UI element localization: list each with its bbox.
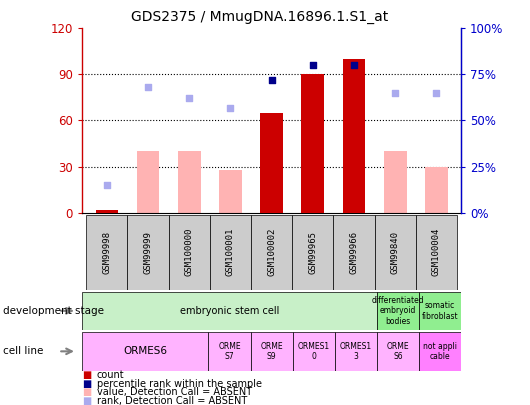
Text: count: count bbox=[97, 370, 125, 379]
FancyBboxPatch shape bbox=[208, 332, 251, 371]
FancyBboxPatch shape bbox=[251, 332, 293, 371]
Text: GSM99998: GSM99998 bbox=[102, 230, 111, 274]
Text: not appli
cable: not appli cable bbox=[423, 342, 457, 361]
Point bbox=[308, 62, 317, 68]
FancyBboxPatch shape bbox=[210, 215, 251, 290]
Text: GSM99999: GSM99999 bbox=[144, 230, 153, 274]
FancyBboxPatch shape bbox=[416, 215, 457, 290]
Text: ORMES1
0: ORMES1 0 bbox=[298, 342, 330, 361]
Text: somatic
fibroblast: somatic fibroblast bbox=[422, 301, 458, 320]
Text: ORMES1
3: ORMES1 3 bbox=[340, 342, 372, 361]
FancyBboxPatch shape bbox=[377, 292, 419, 330]
Text: ORMES6: ORMES6 bbox=[123, 346, 167, 356]
Bar bbox=[95, 209, 118, 213]
Text: ■: ■ bbox=[82, 370, 91, 379]
Bar bbox=[137, 151, 160, 213]
Text: ORME
S9: ORME S9 bbox=[260, 342, 283, 361]
FancyBboxPatch shape bbox=[333, 215, 375, 290]
Text: embryonic stem cell: embryonic stem cell bbox=[180, 306, 279, 316]
Bar bbox=[178, 151, 200, 213]
Text: GSM100000: GSM100000 bbox=[185, 228, 194, 276]
FancyBboxPatch shape bbox=[127, 215, 169, 290]
FancyBboxPatch shape bbox=[335, 332, 377, 371]
Text: value, Detection Call = ABSENT: value, Detection Call = ABSENT bbox=[97, 388, 252, 397]
Bar bbox=[302, 75, 324, 213]
FancyBboxPatch shape bbox=[419, 292, 461, 330]
FancyBboxPatch shape bbox=[82, 332, 208, 371]
Text: GSM100001: GSM100001 bbox=[226, 228, 235, 276]
Text: GSM100002: GSM100002 bbox=[267, 228, 276, 276]
Bar bbox=[425, 166, 448, 213]
Text: development stage: development stage bbox=[3, 306, 104, 316]
Text: GDS2375 / MmugDNA.16896.1.S1_at: GDS2375 / MmugDNA.16896.1.S1_at bbox=[131, 10, 388, 24]
FancyBboxPatch shape bbox=[293, 332, 335, 371]
Point bbox=[391, 90, 400, 96]
Text: differentiated
embryoid
bodies: differentiated embryoid bodies bbox=[372, 296, 424, 326]
FancyBboxPatch shape bbox=[419, 332, 461, 371]
Point bbox=[103, 182, 111, 188]
FancyBboxPatch shape bbox=[86, 215, 127, 290]
FancyBboxPatch shape bbox=[375, 215, 416, 290]
Text: cell line: cell line bbox=[3, 346, 43, 356]
Text: GSM99966: GSM99966 bbox=[349, 230, 358, 274]
FancyBboxPatch shape bbox=[292, 215, 333, 290]
Text: percentile rank within the sample: percentile rank within the sample bbox=[97, 379, 262, 388]
Text: GSM100004: GSM100004 bbox=[432, 228, 441, 276]
FancyBboxPatch shape bbox=[169, 215, 210, 290]
Bar bbox=[343, 59, 365, 213]
Bar bbox=[219, 170, 242, 213]
Point bbox=[350, 62, 358, 68]
Bar bbox=[384, 151, 407, 213]
Text: ORME
S6: ORME S6 bbox=[386, 342, 409, 361]
Text: ORME
S7: ORME S7 bbox=[218, 342, 241, 361]
Text: GSM99965: GSM99965 bbox=[308, 230, 317, 274]
Point bbox=[268, 77, 276, 83]
FancyBboxPatch shape bbox=[251, 215, 292, 290]
Bar bbox=[260, 113, 283, 213]
Text: GSM99840: GSM99840 bbox=[391, 230, 400, 274]
Point bbox=[144, 84, 152, 91]
Text: ■: ■ bbox=[82, 388, 91, 397]
Text: ■: ■ bbox=[82, 396, 91, 405]
Text: ■: ■ bbox=[82, 379, 91, 388]
Point bbox=[432, 90, 440, 96]
Bar bbox=[95, 209, 118, 213]
Text: rank, Detection Call = ABSENT: rank, Detection Call = ABSENT bbox=[97, 396, 247, 405]
Point bbox=[185, 95, 193, 102]
FancyBboxPatch shape bbox=[82, 292, 377, 330]
Point bbox=[226, 104, 235, 111]
FancyBboxPatch shape bbox=[377, 332, 419, 371]
